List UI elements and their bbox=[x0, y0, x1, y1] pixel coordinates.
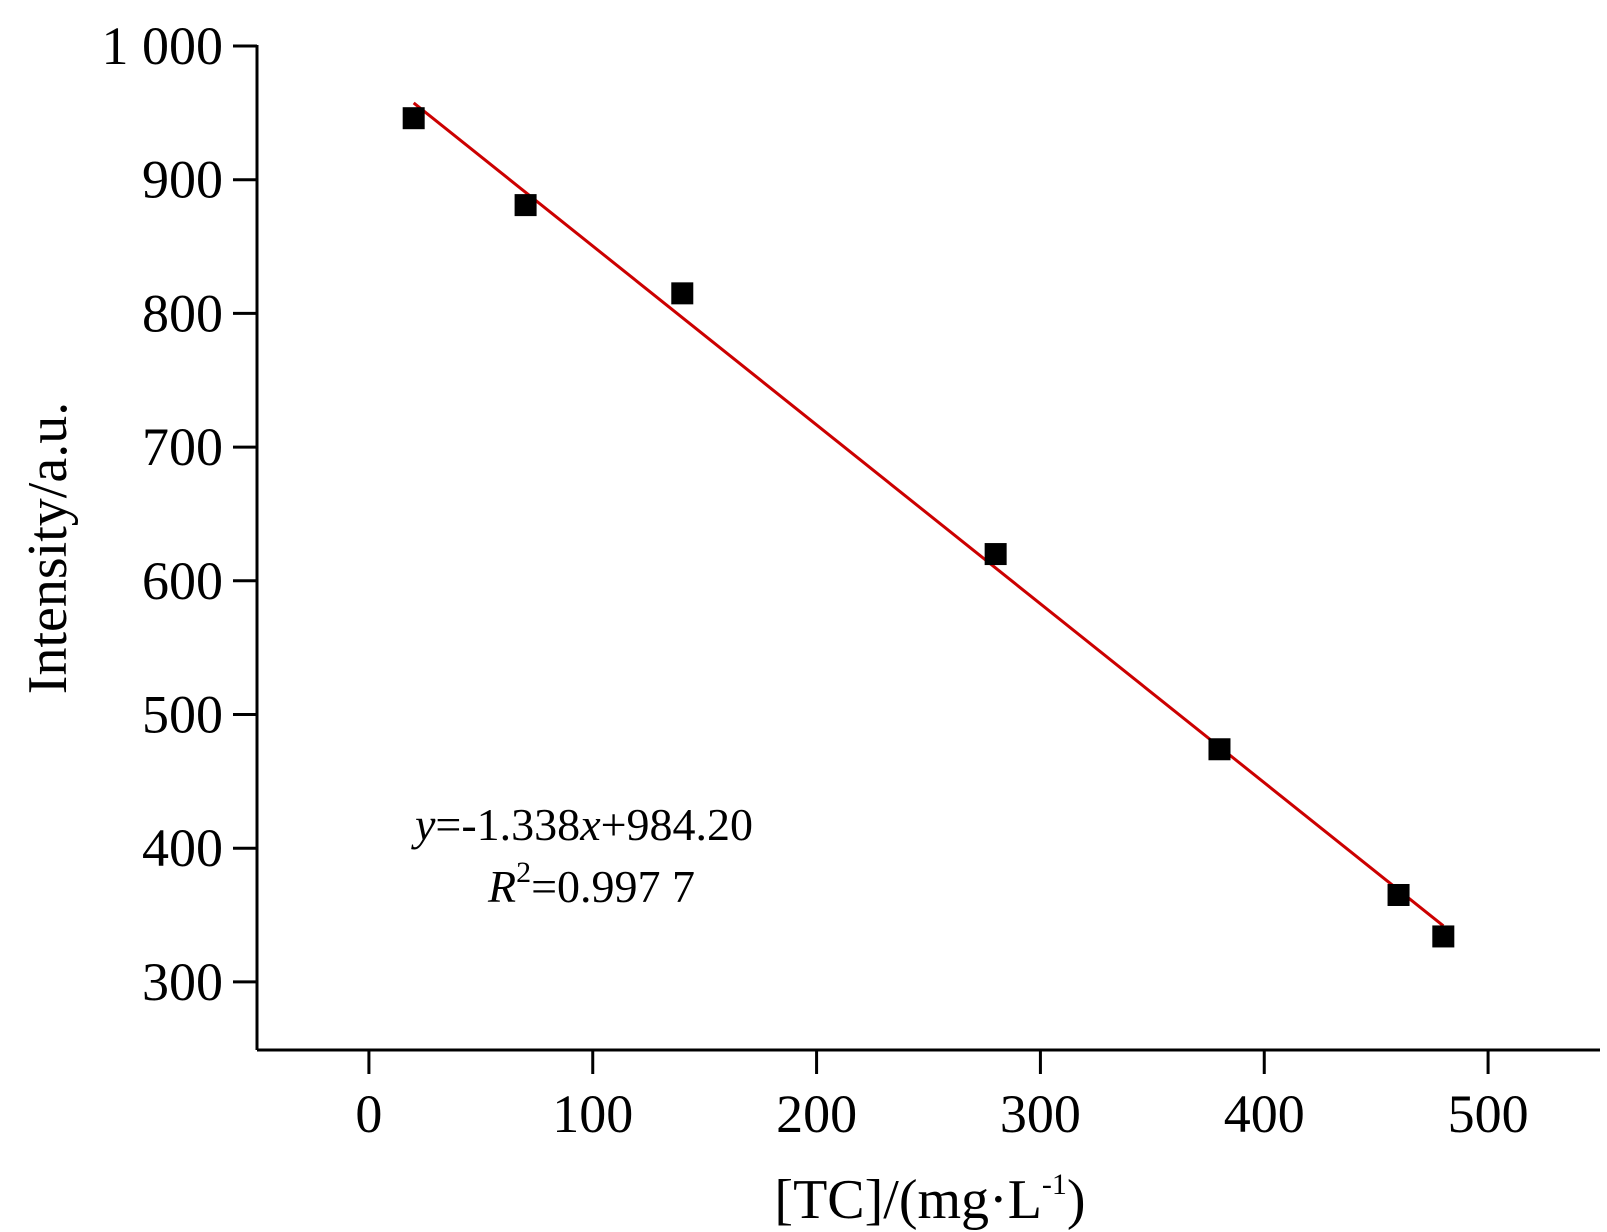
y-tick-label: 800 bbox=[142, 283, 223, 343]
x-axis-label: [TC]/(mg·L-1) bbox=[774, 1168, 1085, 1231]
x-axis-label-main: [TC]/(mg·L bbox=[774, 1169, 1041, 1231]
data-point bbox=[984, 543, 1007, 566]
data-point bbox=[1432, 925, 1455, 948]
data-point bbox=[514, 194, 537, 217]
x-tick-label: 0 bbox=[355, 1084, 382, 1144]
x-ticks: 0 100 200 300 400 500 bbox=[355, 1050, 1529, 1144]
y-axis-label: Intensity/a.u. bbox=[17, 402, 79, 694]
fit-equation: y=-1.338x+984.20 bbox=[411, 799, 753, 850]
r2-r: R bbox=[487, 861, 516, 912]
y-tick-label: 400 bbox=[142, 818, 223, 878]
y-tick-label: 900 bbox=[142, 150, 223, 210]
axes bbox=[255, 45, 1600, 1052]
equation-slope: =-1.338 bbox=[435, 799, 580, 850]
equation-x: x bbox=[579, 799, 601, 850]
y-tick-label: 700 bbox=[142, 417, 223, 477]
y-ticks: 300 400 500 600 700 800 900 1 000 bbox=[102, 16, 257, 1012]
r2-sup: 2 bbox=[516, 856, 531, 889]
x-tick-label: 500 bbox=[1448, 1084, 1529, 1144]
equation-y: y bbox=[411, 799, 436, 850]
y-tick-label: 600 bbox=[142, 551, 223, 611]
data-points bbox=[402, 107, 1455, 948]
x-tick-label: 200 bbox=[776, 1084, 857, 1144]
x-tick-label: 400 bbox=[1224, 1084, 1305, 1144]
r2-value: =0.997 7 bbox=[531, 861, 695, 912]
y-tick-label: 300 bbox=[142, 952, 223, 1012]
data-point bbox=[1387, 883, 1410, 906]
x-tick-label: 300 bbox=[1000, 1084, 1081, 1144]
x-axis-label-sup: -1 bbox=[1042, 1168, 1067, 1201]
r-squared: R2=0.997 7 bbox=[487, 856, 695, 912]
equation-intercept: +984.20 bbox=[601, 799, 753, 850]
fit-line bbox=[412, 101, 1445, 927]
y-tick-label: 500 bbox=[142, 685, 223, 745]
y-tick-label: 1 000 bbox=[102, 16, 224, 76]
data-point bbox=[671, 282, 694, 305]
data-point bbox=[1208, 738, 1231, 761]
x-tick-label: 100 bbox=[552, 1084, 633, 1144]
x-axis-label-end: ) bbox=[1067, 1169, 1086, 1231]
fit-line-group bbox=[412, 101, 1445, 927]
data-point bbox=[402, 107, 425, 130]
